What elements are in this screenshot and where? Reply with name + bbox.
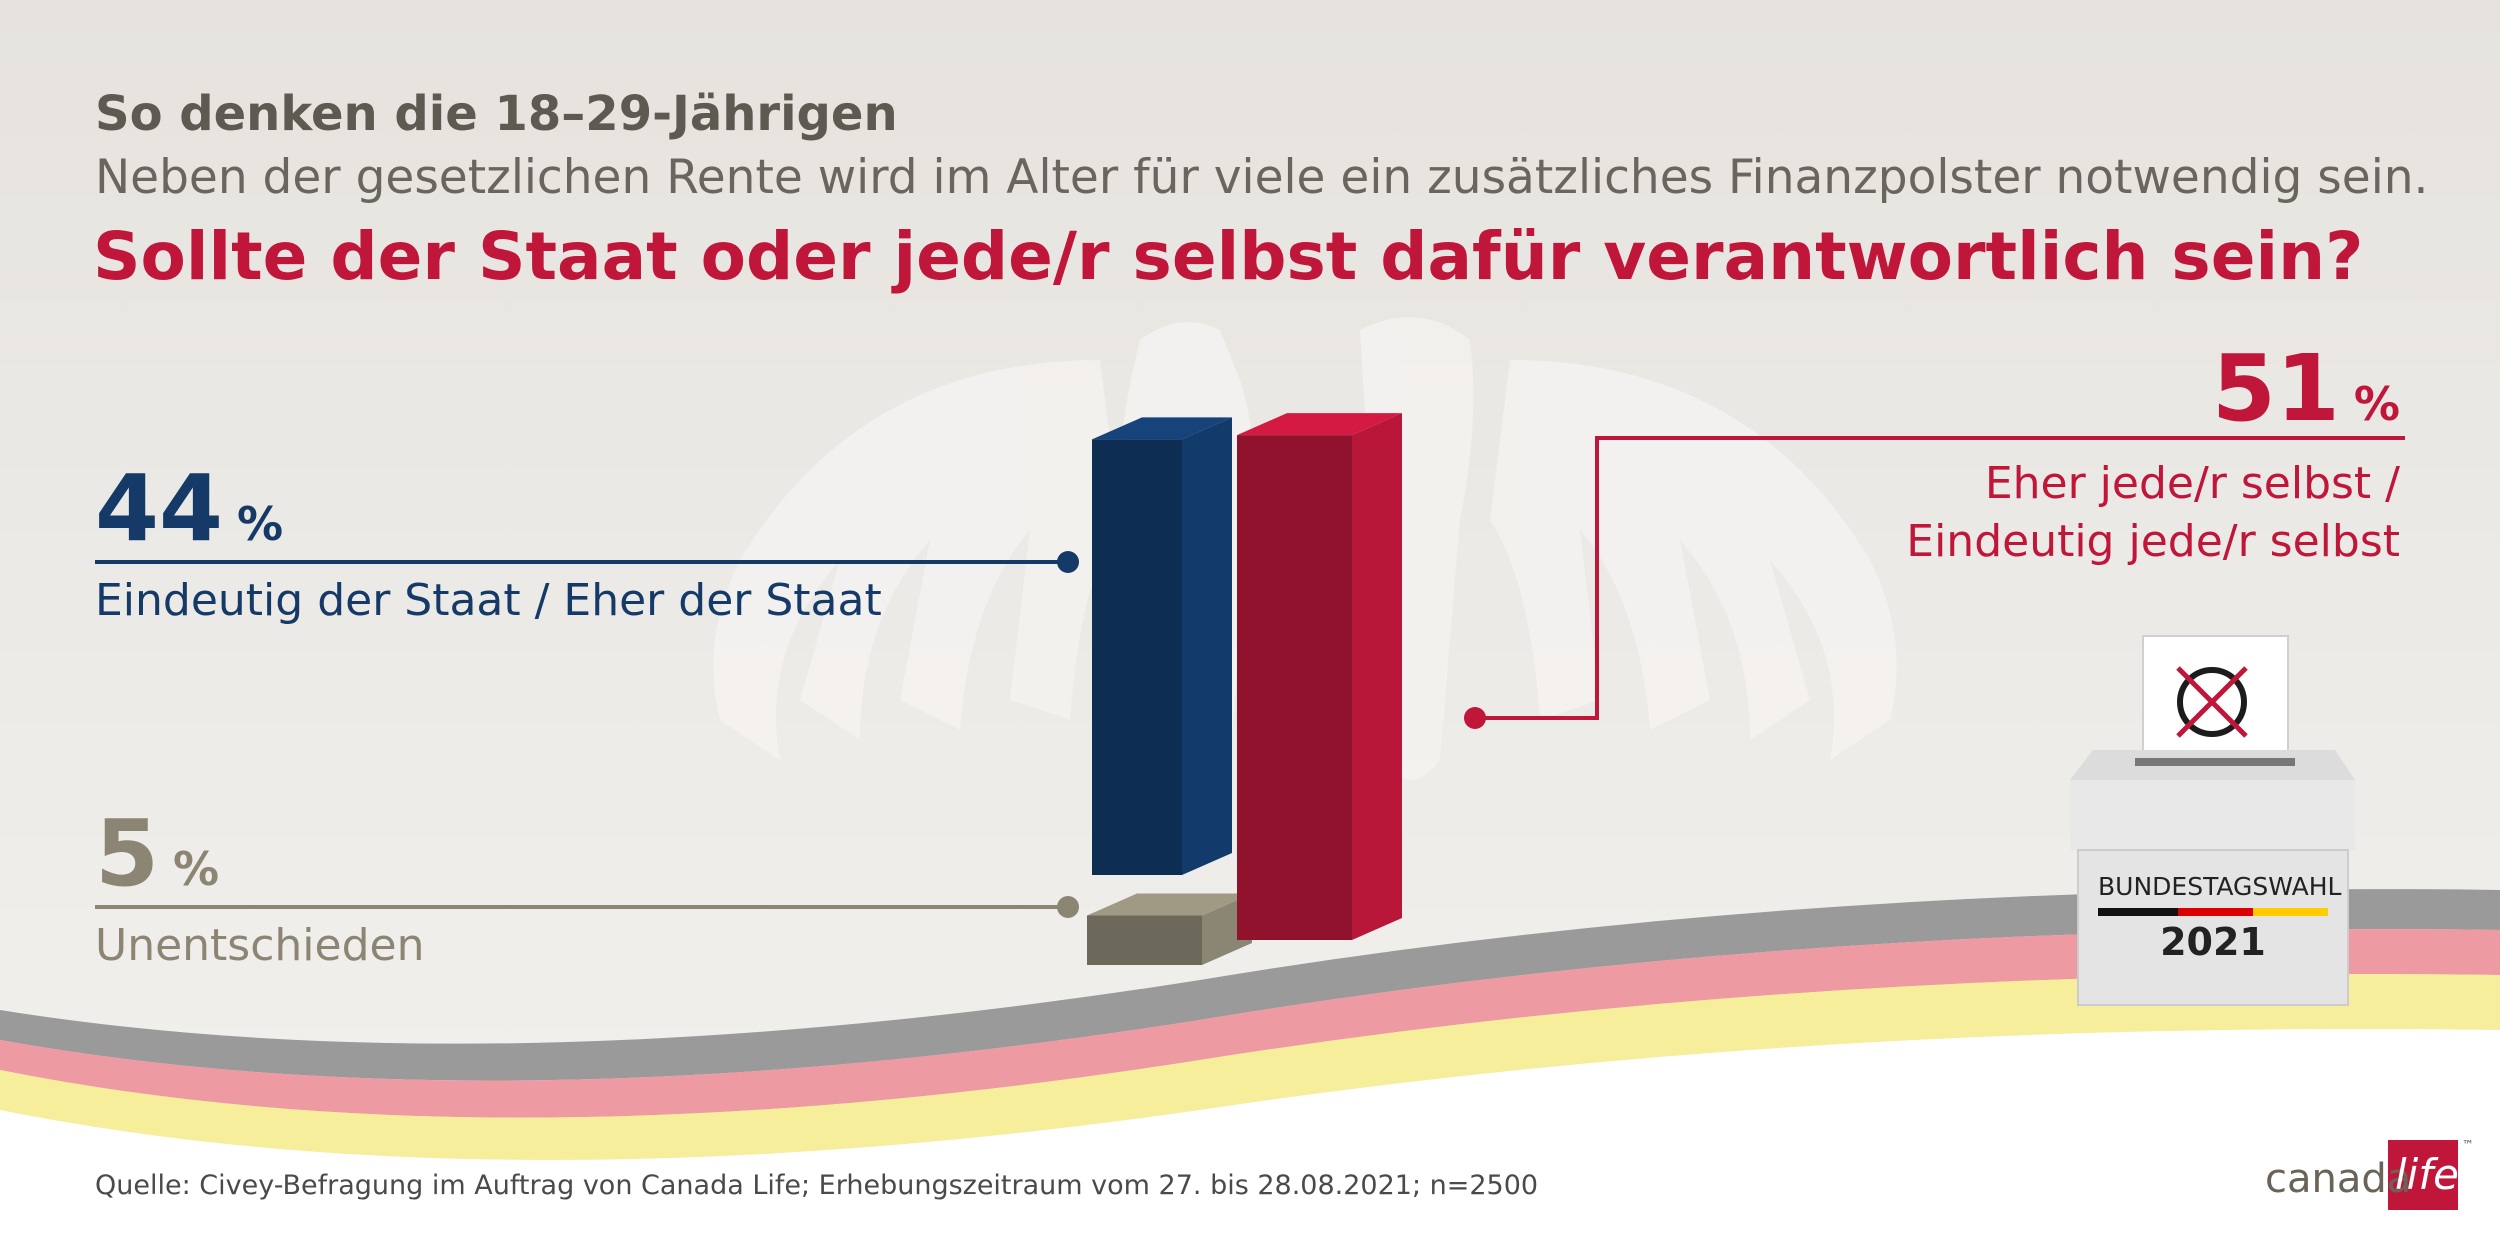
ballot-box (2070, 635, 2355, 1006)
chart-subtitle: Neben der gesetzlichen Rente wird im Alt… (95, 150, 2429, 205)
leader-dot-staat (1057, 551, 1079, 573)
brand-logo-text: life (2395, 1150, 2459, 1199)
category-label-unent: Unentschieden (95, 920, 425, 971)
value-label-selbst: 51% (2212, 335, 2400, 442)
ballot-label: BUNDESTAGSWAHL (2098, 872, 2342, 901)
value-label-unent: 5% (95, 800, 219, 907)
bar-unent-top (1087, 893, 1252, 916)
value-staat: 44 (95, 455, 224, 562)
bar-staat-side (1182, 417, 1232, 875)
bar-staat-front (1092, 439, 1182, 875)
leader-line-selbst (1475, 436, 2405, 720)
brand-wordmark: canada (2265, 1156, 2412, 1202)
unit-staat: % (237, 497, 284, 551)
category-label-selbst: Eher jede/r selbst / Eindeutig jede/r se… (1906, 455, 2400, 571)
ballot-cross-icon (2176, 666, 2248, 738)
bar-staat-top (1092, 417, 1232, 440)
bar-selbst-top (1237, 413, 1402, 436)
category-label-staat: Eindeutig der Staat / Eher der Staat (95, 575, 882, 626)
bars-group (1087, 413, 1402, 965)
ballot-year: 2021 (2160, 920, 2266, 964)
unit-unent: % (173, 842, 220, 896)
category-label-selbst-line1: Eher jede/r selbst / (1984, 458, 2400, 509)
value-label-staat: 44% (95, 455, 283, 562)
flag-wave (0, 889, 2500, 1250)
chart-question: Sollte der Staat oder jede/r selbst dafü… (93, 218, 2364, 295)
leader-dot-selbst (1464, 707, 1486, 729)
bar-selbst-front (1237, 435, 1352, 940)
leader-dot-unent (1057, 896, 1079, 918)
source-note: Quelle: Civey-Befragung im Auftrag von C… (95, 1170, 1539, 1201)
bar-selbst-side (1352, 413, 1402, 941)
brand-logo-box (2388, 1140, 2458, 1210)
value-unent: 5 (95, 800, 160, 907)
ballot-circle-icon (2177, 667, 2247, 737)
category-label-selbst-line2: Eindeutig jede/r selbst (1906, 516, 2400, 567)
bar-unent-front (1087, 915, 1202, 965)
brand-trademark: ™ (2462, 1138, 2474, 1152)
value-selbst: 51 (2211, 335, 2340, 442)
unit-selbst: % (2353, 377, 2400, 431)
chart-supertitle: So denken die 18–29-Jährigen (95, 86, 898, 142)
